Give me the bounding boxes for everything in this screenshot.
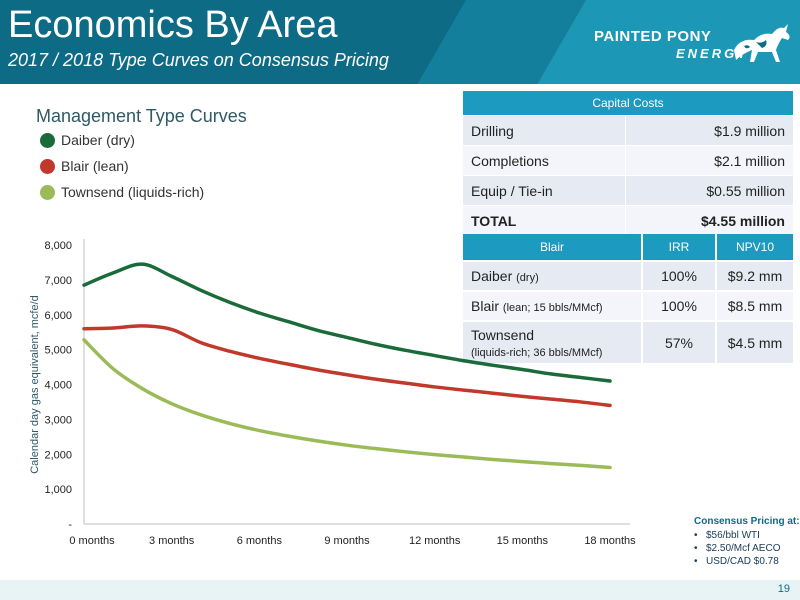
area-detail: (dry) bbox=[516, 272, 539, 284]
bullet: • bbox=[694, 556, 698, 567]
area-detail: (lean; 15 bbls/MMcf) bbox=[502, 302, 603, 314]
economics-table: Blair IRR NPV10 Daiber (dry) 100% $9.2 m… bbox=[463, 234, 793, 363]
series-line-daiber bbox=[82, 262, 612, 383]
legend-dot bbox=[40, 184, 55, 200]
consensus-text: $2.50/Mcf AECO bbox=[706, 543, 781, 554]
bullet: • bbox=[694, 543, 698, 554]
legend-item-daiber: Daiber (dry) bbox=[40, 132, 135, 152]
company-logo: PAINTED PONY ENERGY bbox=[594, 24, 794, 72]
y-tick-label: 4,000 bbox=[44, 380, 72, 392]
capital-cost-label: Completions bbox=[463, 145, 626, 176]
legend-label: Blair (lean) bbox=[61, 158, 129, 174]
y-tick-label: 1,000 bbox=[44, 484, 72, 496]
capital-cost-value: $1.9 million bbox=[625, 115, 793, 146]
consensus-line: • $2.50/Mcf AECO bbox=[694, 543, 800, 554]
capital-cost-total-value: $4.55 million bbox=[625, 205, 793, 235]
y-tick-label: 8,000 bbox=[44, 240, 72, 252]
footer-bar: 19 bbox=[0, 580, 800, 600]
legend-dot bbox=[40, 158, 55, 174]
capital-cost-label: Drilling bbox=[463, 115, 626, 146]
irr-value: 57% bbox=[641, 320, 716, 363]
consensus-line: • $56/bbl WTI bbox=[694, 530, 800, 541]
economics-row-label: Daiber (dry) bbox=[463, 260, 642, 291]
y-tick-label: 5,000 bbox=[44, 345, 72, 357]
economics-row-label: Townsend (liquids-rich; 36 bbls/MMcf) bbox=[463, 320, 642, 363]
capital-cost-value: $0.55 million bbox=[625, 175, 793, 206]
x-tick-label: 9 months bbox=[324, 535, 370, 547]
x-tick-label: 0 months bbox=[69, 535, 115, 547]
legend-item-townsend: Townsend (liquids-rich) bbox=[40, 184, 204, 204]
economics-header-npv: NPV10 bbox=[715, 234, 793, 261]
capital-costs-header: Capital Costs bbox=[463, 91, 793, 116]
logo-text-line2: ENERGY bbox=[676, 46, 749, 61]
consensus-text: USD/CAD $0.78 bbox=[706, 556, 779, 567]
y-tick-label: - bbox=[68, 519, 72, 531]
bullet: • bbox=[694, 530, 698, 541]
area-name: Townsend bbox=[471, 326, 535, 343]
horse-icon bbox=[734, 24, 790, 62]
area-detail: (liquids-rich; 36 bbls/MMcf) bbox=[471, 346, 603, 359]
economics-header-area: Blair bbox=[463, 234, 642, 261]
consensus-title: Consensus Pricing at: bbox=[694, 516, 800, 527]
economics-row-label: Blair (lean; 15 bbls/MMcf) bbox=[463, 290, 642, 321]
y-tick-label: 7,000 bbox=[44, 275, 72, 287]
series-line-townsend bbox=[82, 338, 612, 470]
page-title: Economics By Area bbox=[8, 4, 338, 46]
header-banner: Economics By Area 2017 / 2018 Type Curve… bbox=[0, 0, 800, 84]
x-tick-label: 18 months bbox=[584, 535, 636, 547]
page-number: 19 bbox=[777, 583, 790, 595]
consensus-line: • USD/CAD $0.78 bbox=[694, 556, 800, 567]
x-tick-label: 15 months bbox=[497, 535, 549, 547]
logo-text-line1: PAINTED PONY bbox=[594, 28, 712, 45]
irr-value: 100% bbox=[641, 290, 716, 321]
area-name: Daiber bbox=[471, 268, 513, 284]
capital-costs-table: Capital Costs Drilling $1.9 million Compl… bbox=[463, 91, 793, 235]
y-tick-label: 6,000 bbox=[44, 310, 72, 322]
x-tick-label: 3 months bbox=[149, 535, 195, 547]
legend-label: Daiber (dry) bbox=[61, 132, 135, 148]
legend-item-blair: Blair (lean) bbox=[40, 158, 129, 178]
capital-cost-value: $2.1 million bbox=[625, 145, 793, 176]
legend-dot bbox=[40, 132, 55, 148]
capital-cost-label: Equip / Tie-in bbox=[463, 175, 626, 206]
legend-title: Management Type Curves bbox=[36, 106, 247, 126]
x-tick-label: 6 months bbox=[237, 535, 283, 547]
y-tick-label: 3,000 bbox=[44, 414, 72, 426]
page-subtitle: 2017 / 2018 Type Curves on Consensus Pri… bbox=[8, 50, 389, 70]
type-curve-chart: - 1,000 2,000 3,000 4,000 5,000 6,000 7,000 8,00… bbox=[29, 239, 636, 547]
x-tick-label: 12 months bbox=[409, 535, 461, 547]
y-tick-label: 2,000 bbox=[44, 449, 72, 461]
legend-label: Townsend (liquids-rich) bbox=[61, 184, 205, 200]
consensus-pricing-note: Consensus Pricing at: • $56/bbl WTI • $2.5… bbox=[694, 516, 800, 567]
series-line-blair bbox=[82, 324, 612, 408]
economics-header-irr: IRR bbox=[641, 234, 716, 261]
capital-cost-total-label: TOTAL bbox=[463, 205, 626, 235]
area-name: Blair bbox=[471, 298, 500, 314]
npv-value: $9.2 mm bbox=[715, 260, 793, 291]
y-axis-title: Calendar day gas equivalent, mcfe/d bbox=[29, 295, 41, 474]
npv-value: $8.5 mm bbox=[715, 290, 793, 321]
npv-value: $4.5 mm bbox=[715, 320, 793, 363]
irr-value: 100% bbox=[641, 260, 716, 291]
consensus-text: $56/bbl WTI bbox=[706, 530, 760, 541]
